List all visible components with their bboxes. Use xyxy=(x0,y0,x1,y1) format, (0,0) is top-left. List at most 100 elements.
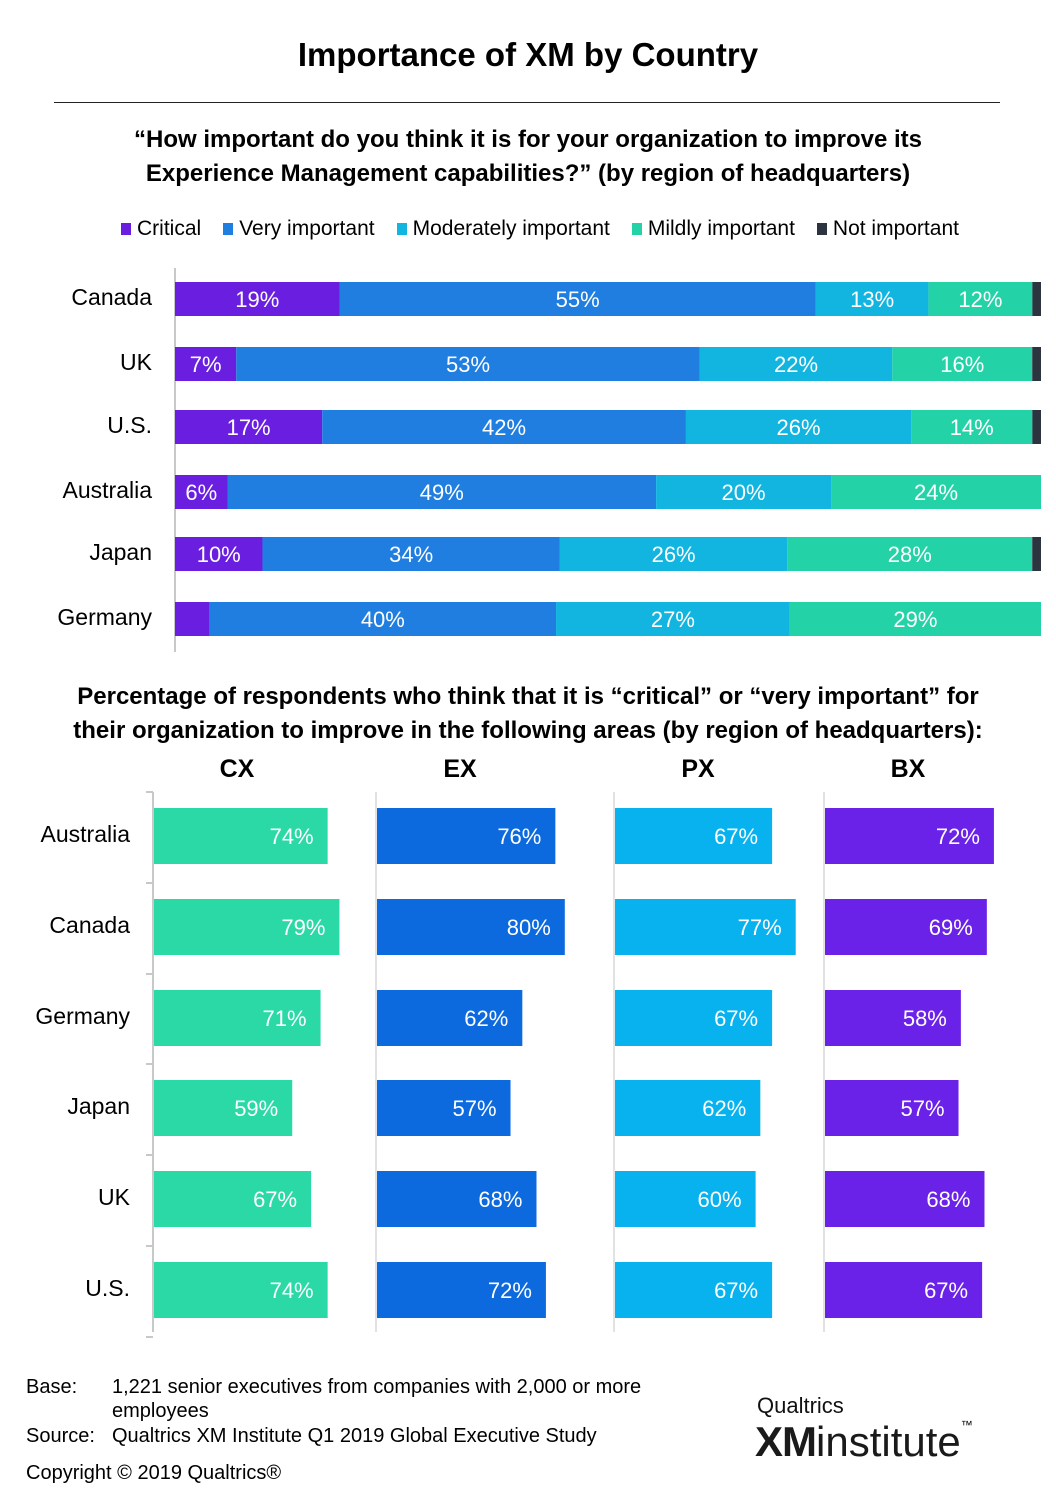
panel-bar-bx-canada xyxy=(824,899,987,955)
panel-bar-px-japan xyxy=(614,1080,761,1136)
panel-bar-ex-germany xyxy=(376,990,523,1046)
panel-axis-tick xyxy=(146,791,153,793)
stacked-row-label-australia: Australia xyxy=(62,477,152,503)
panel-bar-cx-uk xyxy=(153,1171,312,1227)
footer-base-text-line-2: employees xyxy=(112,1400,209,1422)
stacked-bar-australia-very-important xyxy=(227,475,657,509)
stacked-bar-label-u-s-moderately-important: 26% xyxy=(776,415,820,440)
stacked-bar-label-japan-very-important: 34% xyxy=(389,542,433,567)
title-divider xyxy=(54,102,1000,103)
stacked-bar-label-japan-critical: 10% xyxy=(197,542,241,567)
legend-label: Very important xyxy=(239,217,375,240)
panel-row-label-uk: UK xyxy=(98,1184,130,1210)
panel-divider-px xyxy=(613,792,615,1332)
stacked-bar-germany-mildly-important xyxy=(789,602,1041,636)
legend-item-critical: Critical xyxy=(121,217,201,241)
stacked-bar-label-germany-moderately-important: 27% xyxy=(651,607,695,632)
panel-bar-label-cx-australia: 74% xyxy=(270,824,314,849)
panel-bar-label-cx-japan: 59% xyxy=(234,1096,278,1121)
panel-bar-bx-germany xyxy=(824,990,961,1046)
panel-row-label-japan: Japan xyxy=(67,1093,130,1119)
stacked-bar-canada-very-important xyxy=(339,282,816,316)
stacked-bar-germany-very-important xyxy=(209,602,557,636)
panel-axis-line xyxy=(152,792,154,1332)
page-title: Importance of XM by Country xyxy=(297,36,759,73)
stacked-bar-label-uk-mildly-important: 16% xyxy=(940,352,984,377)
question-2: Percentage of respondents who think that… xyxy=(0,680,1056,748)
stacked-bar-australia-critical xyxy=(175,475,228,509)
panel-bar-label-ex-japan: 57% xyxy=(452,1096,496,1121)
legend-swatch xyxy=(121,223,132,235)
stacked-bar-label-u-s-very-important: 42% xyxy=(482,415,526,440)
panel-bar-cx-germany xyxy=(153,990,321,1046)
stacked-bar-japan-moderately-important xyxy=(559,537,788,571)
panel-bar-label-px-u-s: 67% xyxy=(714,1278,758,1303)
stacked-bar-uk-not-important xyxy=(1032,347,1041,381)
panel-axis-tick xyxy=(146,973,153,975)
panel-bar-px-uk xyxy=(614,1171,756,1227)
stacked-row-label-u-s: U.S. xyxy=(107,412,152,438)
stacked-chart-axis xyxy=(174,268,176,652)
stacked-bar-label-australia-moderately-important: 20% xyxy=(722,480,766,505)
panel-bar-label-px-uk: 60% xyxy=(698,1187,742,1212)
stacked-bar-label-germany-very-important: 40% xyxy=(361,607,405,632)
stacked-bar-uk-very-important xyxy=(236,347,700,381)
stacked-row-label-japan: Japan xyxy=(89,539,152,565)
stacked-bar-japan-critical xyxy=(175,537,263,571)
brand-xm: XM xyxy=(755,1418,817,1465)
stacked-bar-canada-not-important xyxy=(1032,282,1041,316)
panel-bar-cx-japan xyxy=(153,1080,293,1136)
panel-bar-cx-australia xyxy=(153,808,328,864)
footer-source-text: Qualtrics XM Institute Q1 2019 Global Ex… xyxy=(112,1425,597,1447)
legend-swatch xyxy=(396,223,407,235)
question-2-line-2: their organization to improve in the fol… xyxy=(73,717,983,744)
panel-bar-label-bx-japan: 57% xyxy=(900,1096,944,1121)
panel-bar-bx-australia xyxy=(824,808,994,864)
question-1-line-2: Experience Management capabilities?” (by… xyxy=(145,160,911,187)
legend-item-very-important: Very important xyxy=(223,217,375,241)
footer-base-label: Base: xyxy=(26,1376,78,1398)
stacked-bar-label-uk-very-important: 53% xyxy=(446,352,490,377)
stacked-bar-canada-critical xyxy=(175,282,340,316)
legend-swatch xyxy=(816,223,827,235)
panel-bar-ex-australia xyxy=(376,808,556,864)
panel-axis-tick xyxy=(146,1245,153,1247)
panel-bar-ex-uk xyxy=(376,1171,537,1227)
stacked-bar-uk-mildly-important xyxy=(892,347,1033,381)
legend-label: Critical xyxy=(137,217,202,240)
panel-title-bx: BX xyxy=(890,755,926,783)
stacked-bar-u-s-moderately-important xyxy=(685,410,912,444)
stacked-bar-chart: 19% 55% 13% 12% 7% 53% 22% 16% 17% 42% 26% 14% 6% 49%… xyxy=(175,282,1041,636)
brand-logo: XMinstitute™ xyxy=(755,1418,973,1466)
panel-row-label-germany: Germany xyxy=(35,1003,130,1029)
panel-bar-label-ex-germany: 62% xyxy=(464,1006,508,1031)
footer-copyright: Copyright © 2019 Qualtrics® xyxy=(26,1462,282,1484)
panel-title-ex: EX xyxy=(443,755,477,783)
stacked-bar-japan-mildly-important xyxy=(787,537,1033,571)
stacked-bar-u-s-not-important xyxy=(1032,410,1041,444)
panel-bar-label-ex-uk: 68% xyxy=(478,1187,522,1212)
panel-bar-label-px-australia: 67% xyxy=(714,824,758,849)
stacked-bar-germany-critical xyxy=(175,602,210,636)
panel-bar-bx-u-s xyxy=(824,1262,983,1318)
stacked-bar-u-s-mildly-important xyxy=(911,410,1033,444)
stacked-bar-label-canada-mildly-important: 12% xyxy=(958,287,1002,312)
stacked-bar-germany-moderately-important xyxy=(556,602,790,636)
stacked-bar-uk-moderately-important xyxy=(699,347,893,381)
brand-qualtrics: Qualtrics xyxy=(757,1393,844,1418)
legend-item-moderately-important: Moderately important xyxy=(396,217,610,241)
panel-divider-ex xyxy=(375,792,377,1332)
panel-bar-cx-canada xyxy=(153,899,340,955)
legend-swatch xyxy=(631,223,642,235)
stacked-bar-canada-moderately-important xyxy=(815,282,929,316)
stacked-bar-label-uk-moderately-important: 22% xyxy=(774,352,818,377)
legend-swatch xyxy=(223,223,234,235)
stacked-bar-japan-not-important xyxy=(1032,537,1041,571)
stacked-bar-label-uk-critical: 7% xyxy=(190,352,222,377)
stacked-bar-label-u-s-mildly-important: 14% xyxy=(950,415,994,440)
panel-axis-tick xyxy=(146,1154,153,1156)
panel-bar-label-bx-u-s: 67% xyxy=(924,1278,968,1303)
brand-institute: institute xyxy=(816,1418,961,1465)
panel-bar-label-bx-canada: 69% xyxy=(929,915,973,940)
stacked-row-label-canada: Canada xyxy=(71,284,152,310)
